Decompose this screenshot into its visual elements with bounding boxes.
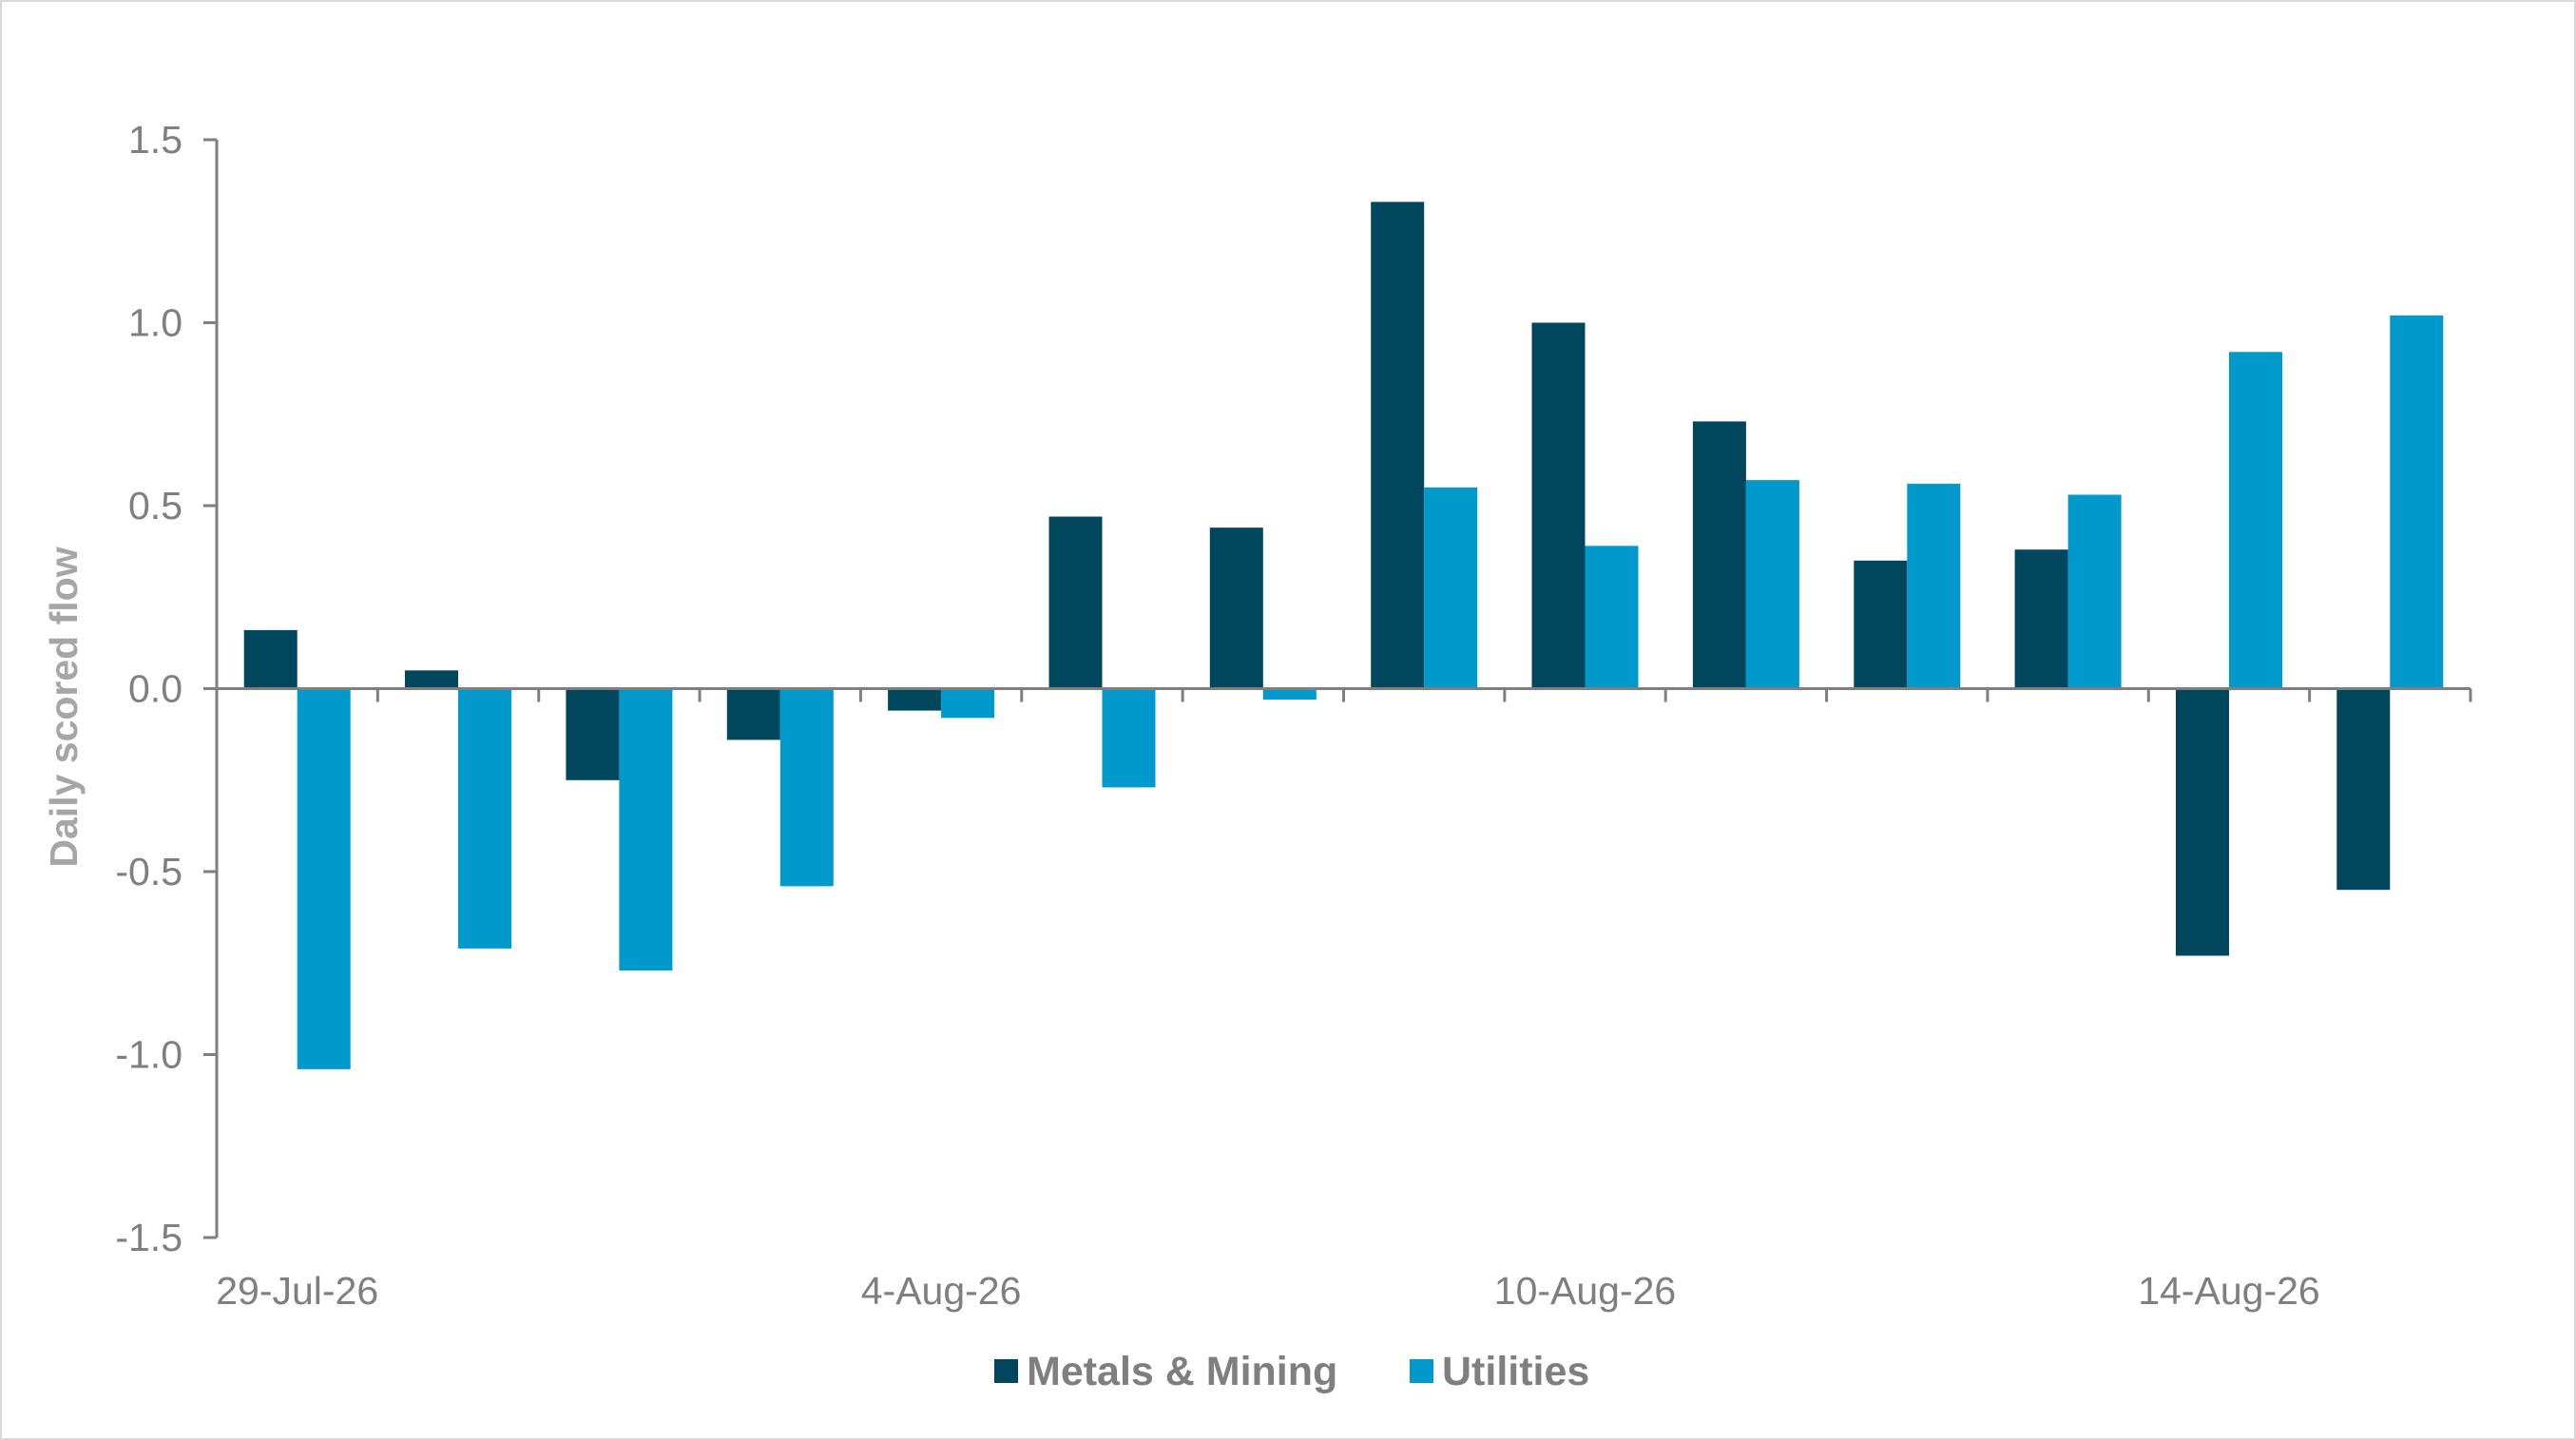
- bar-metals-mining-10: [1854, 560, 1908, 689]
- legend: Metals & Mining Utilities: [994, 1349, 1589, 1394]
- legend-swatch-metals-mining: [994, 1359, 1018, 1383]
- bar-utilities-6: [1262, 688, 1317, 700]
- bar-metals-mining-5: [1048, 516, 1103, 689]
- bar-utilities-9: [1745, 480, 1799, 689]
- bar-metals-mining-11: [2014, 549, 2068, 689]
- bar-utilities-3: [779, 688, 834, 887]
- axes-layer: [203, 138, 2472, 1239]
- bar-utilities-12: [2229, 352, 2282, 689]
- bar-utilities-7: [1424, 487, 1478, 689]
- y-tick-label: -1.0: [115, 1033, 183, 1077]
- bar-utilities-1: [458, 688, 511, 949]
- legend-label-utilities: Utilities: [1442, 1349, 1589, 1394]
- bar-metals-mining-4: [888, 688, 942, 711]
- bar-utilities-11: [2067, 494, 2122, 689]
- labels-layer: 1.5 1.0 0.5 0.0 -0.5 -1.0 -1.5 29-Jul-26 4-Aug-2…: [115, 118, 2319, 1313]
- bar-metals-mining-12: [2176, 688, 2229, 956]
- bar-utilities-0: [297, 688, 351, 1069]
- x-tick-label: 10-Aug-26: [1494, 1269, 1676, 1313]
- bar-utilities-13: [2390, 315, 2444, 689]
- x-tick-label: 4-Aug-26: [861, 1269, 1022, 1313]
- y-tick-label: -1.5: [115, 1216, 183, 1259]
- y-tick-label: 1.5: [128, 118, 183, 162]
- y-tick-label: -0.5: [115, 850, 183, 893]
- bar-metals-mining-0: [243, 629, 298, 689]
- x-tick-label: 29-Jul-26: [216, 1269, 378, 1313]
- bar-metals-mining-2: [566, 688, 620, 780]
- y-tick-label: 1.0: [128, 301, 183, 345]
- bar-utilities-5: [1102, 688, 1156, 788]
- bar-metals-mining-8: [1531, 322, 1586, 689]
- legend-label-metals-mining: Metals & Mining: [1027, 1349, 1337, 1394]
- bar-utilities-10: [1907, 483, 1961, 689]
- bar-metals-mining-13: [2336, 688, 2391, 891]
- bar-utilities-8: [1585, 546, 1639, 689]
- bar-metals-mining-6: [1209, 528, 1263, 689]
- bar-metals-mining-1: [405, 670, 458, 689]
- bar-metals-mining-3: [726, 688, 780, 740]
- legend-swatch-utilities: [1410, 1359, 1433, 1383]
- y-axis-title: Daily scored flow: [42, 547, 86, 867]
- bar-metals-mining-7: [1371, 202, 1425, 689]
- bars-layer: [243, 202, 2444, 1069]
- bar-utilities-2: [619, 688, 673, 970]
- y-tick-label: 0.0: [128, 667, 183, 711]
- y-tick-label: 0.5: [128, 484, 183, 528]
- bar-metals-mining-9: [1692, 421, 1746, 689]
- bar-utilities-4: [941, 688, 995, 719]
- x-tick-label: 14-Aug-26: [2138, 1269, 2319, 1313]
